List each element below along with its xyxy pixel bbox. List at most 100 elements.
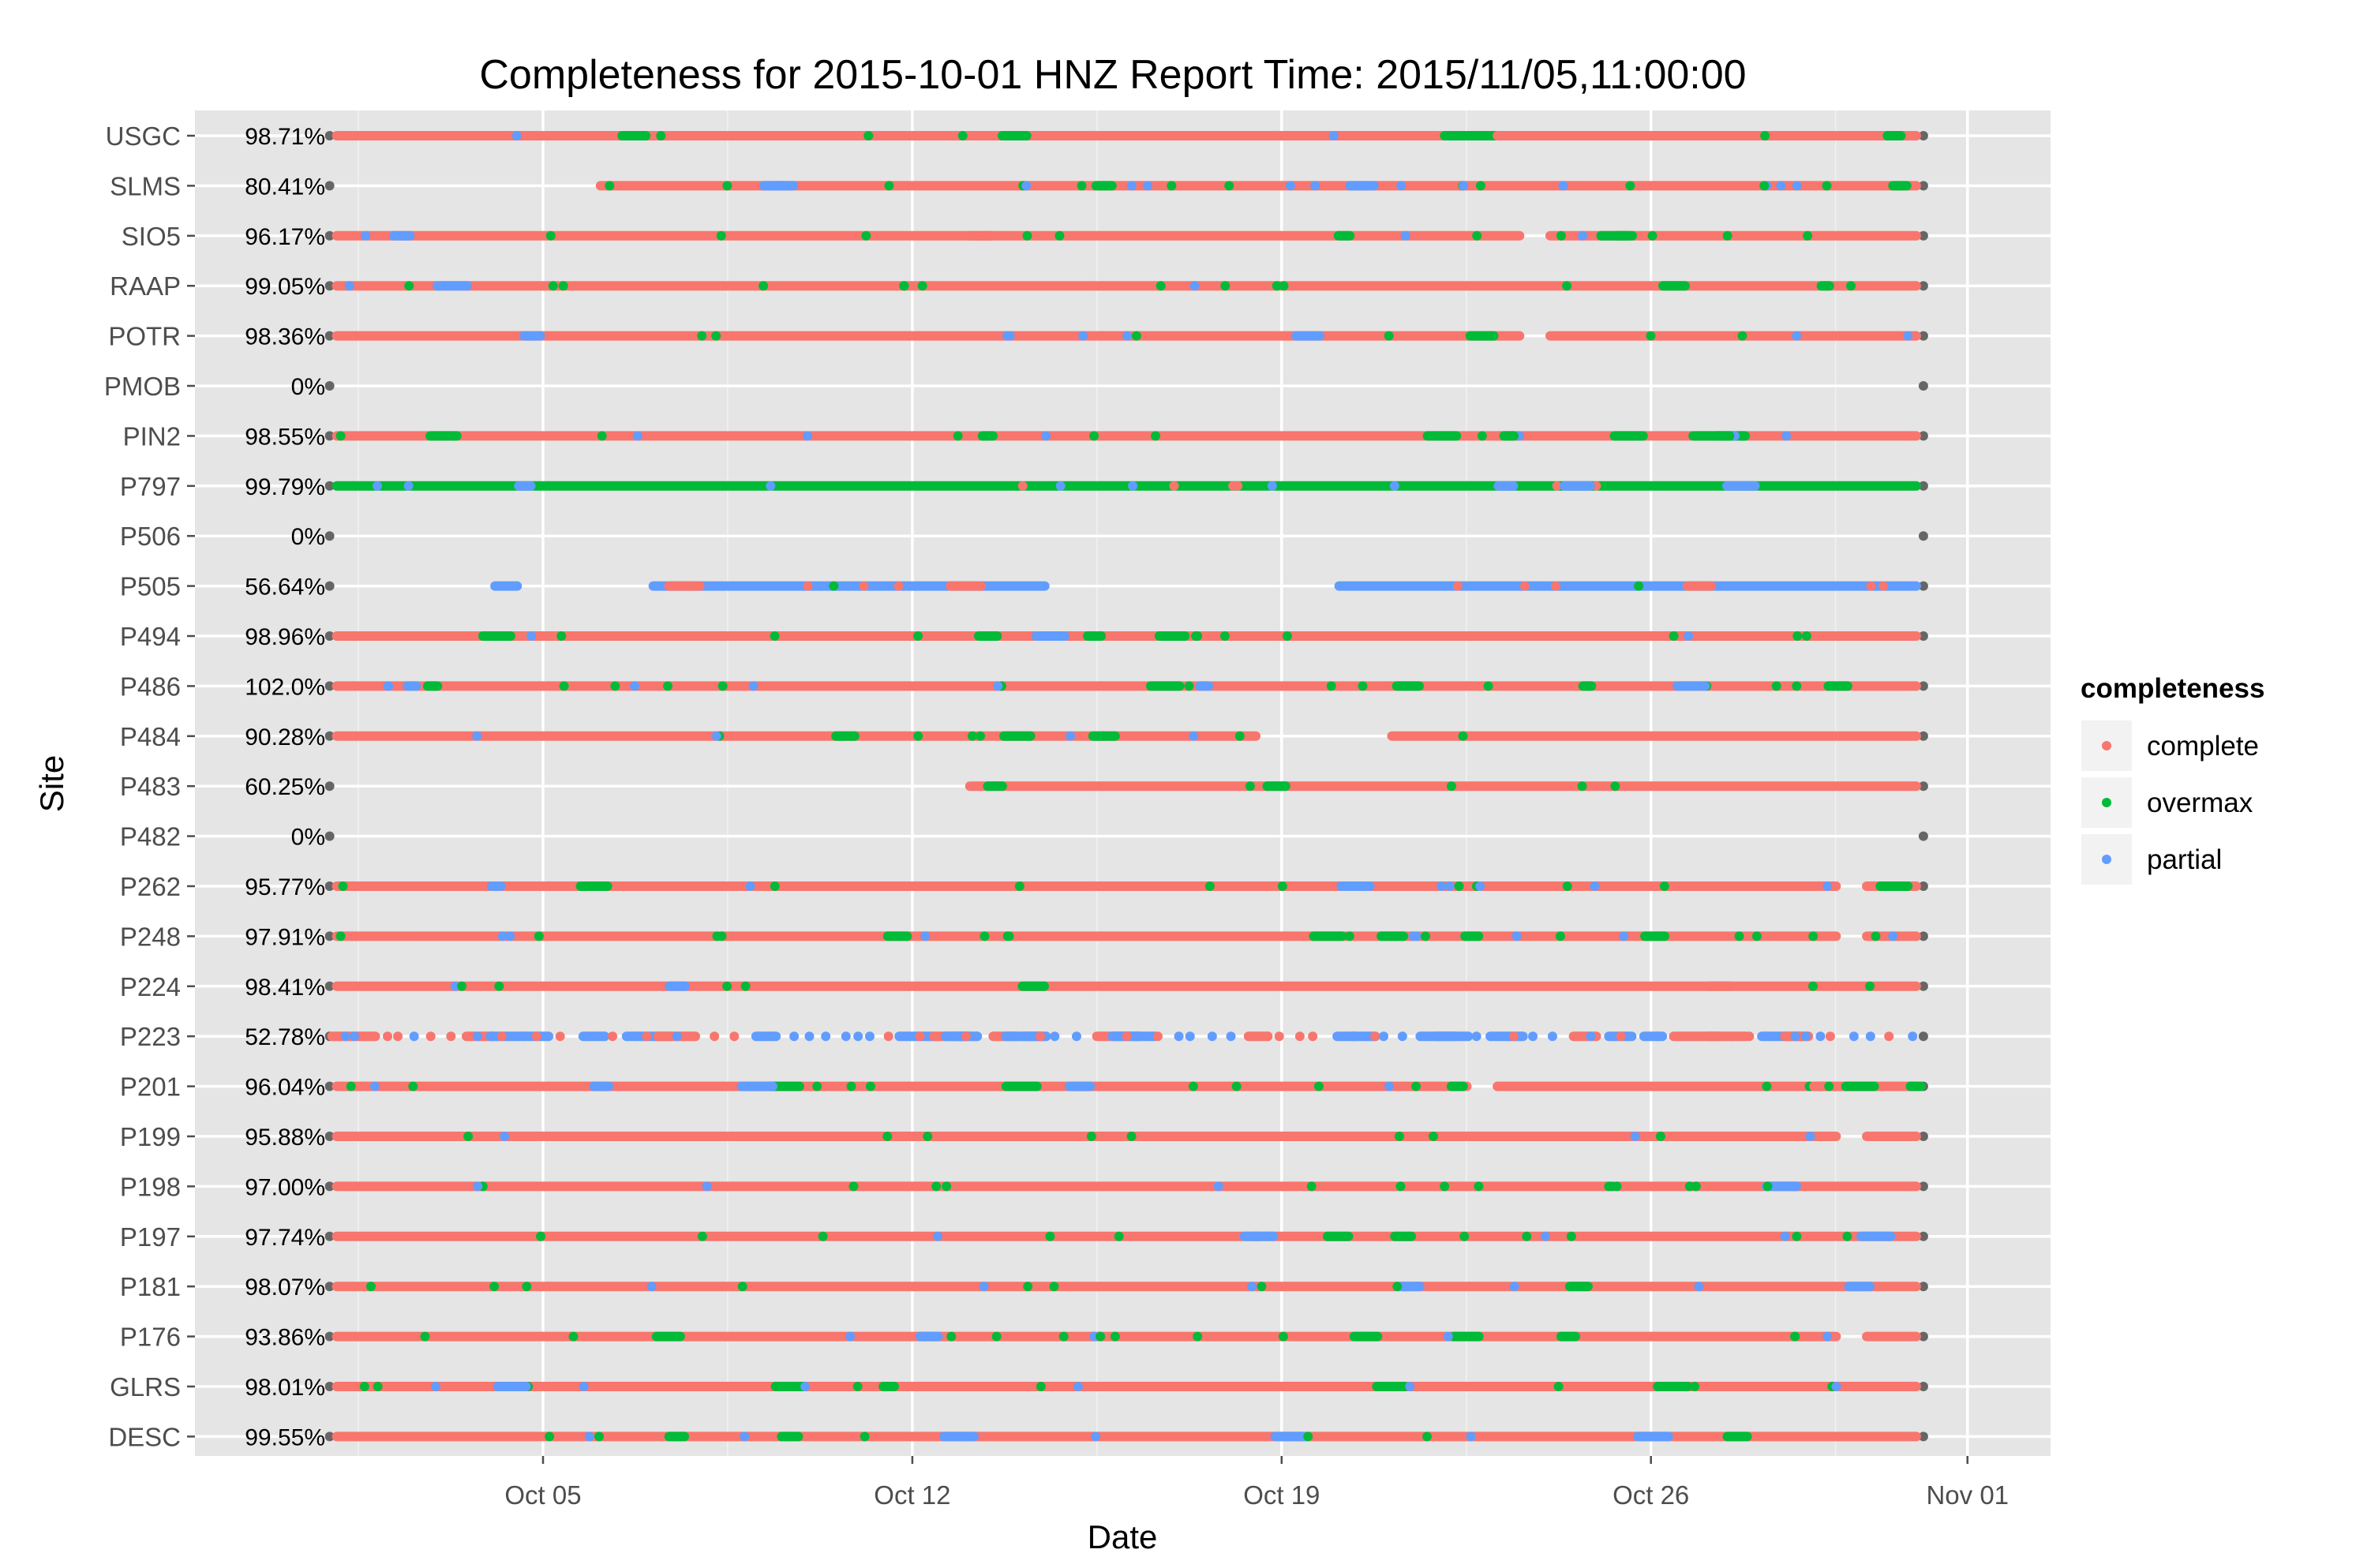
data-point xyxy=(1866,581,1876,591)
data-point xyxy=(1377,931,1409,941)
data-point xyxy=(1174,1031,1184,1042)
data-point xyxy=(751,1031,781,1042)
data-point xyxy=(478,631,515,641)
completeness-pct-label: 56.64% xyxy=(245,574,325,601)
data-point xyxy=(853,1031,863,1042)
legend-key-point xyxy=(2102,855,2111,864)
data-point xyxy=(545,230,556,241)
legend-title: completeness xyxy=(2081,673,2264,704)
x-tick-label: Oct 19 xyxy=(1243,1480,1320,1510)
data-point xyxy=(489,1282,500,1292)
data-point xyxy=(1472,230,1482,241)
data-point xyxy=(1691,431,1725,441)
data-point xyxy=(1400,230,1410,241)
data-point xyxy=(1188,1081,1198,1091)
data-point xyxy=(1035,1031,1045,1042)
data-point xyxy=(610,681,620,691)
data-point xyxy=(1734,931,1744,941)
data-point xyxy=(697,331,707,341)
completeness-pct-label: 98.01% xyxy=(245,1375,325,1401)
y-tick-label: POTR xyxy=(108,322,181,351)
data-point xyxy=(1848,1031,1859,1042)
data-point xyxy=(1257,1282,1267,1292)
data-point xyxy=(959,1431,969,1442)
data-point xyxy=(1285,181,1295,191)
data-point xyxy=(1865,1031,1875,1042)
x-axis-title: Date xyxy=(1088,1518,1158,1555)
y-tick-label: P494 xyxy=(120,622,181,651)
data-point xyxy=(957,131,968,140)
data-point xyxy=(485,1031,530,1042)
data-point xyxy=(1562,881,1572,891)
data-point xyxy=(993,681,1003,691)
data-point xyxy=(1384,1081,1395,1091)
data-point xyxy=(425,1031,436,1042)
data-point xyxy=(920,931,931,941)
data-point xyxy=(1458,731,1468,741)
data-point xyxy=(393,1031,403,1042)
data-point xyxy=(403,481,414,491)
row-start-point xyxy=(324,631,335,641)
row-end-point xyxy=(1918,131,1928,140)
completeness-pct-label: 96.04% xyxy=(245,1075,325,1101)
data-point xyxy=(722,181,732,191)
row-end-point xyxy=(1918,230,1928,241)
data-point xyxy=(1722,481,1760,491)
data-point xyxy=(1078,331,1088,341)
data-point xyxy=(1831,1382,1841,1391)
row-start-point xyxy=(324,881,335,891)
data-point xyxy=(939,1431,979,1442)
data-point xyxy=(1014,881,1024,891)
data-point xyxy=(1333,230,1355,241)
data-point xyxy=(1551,581,1561,591)
data-point xyxy=(472,731,482,741)
data-point xyxy=(1294,1031,1305,1042)
data-point xyxy=(588,1031,598,1042)
row-end-point xyxy=(1918,1181,1928,1192)
data-point xyxy=(1032,631,1069,641)
data-point xyxy=(1555,931,1565,941)
data-point xyxy=(1553,1382,1564,1391)
data-point xyxy=(1073,1382,1083,1391)
data-point xyxy=(1132,1031,1142,1042)
data-point xyxy=(1440,1181,1450,1192)
data-point xyxy=(1607,1181,1617,1192)
data-point xyxy=(1193,1331,1203,1342)
data-point xyxy=(1792,631,1803,641)
data-point xyxy=(1390,1231,1417,1241)
row-start-point xyxy=(324,1231,335,1241)
data-point xyxy=(1800,1031,1811,1042)
data-point xyxy=(594,881,604,891)
data-point xyxy=(1762,1081,1772,1091)
data-point xyxy=(691,1031,701,1042)
row-end-point xyxy=(1918,281,1928,291)
data-point xyxy=(1219,631,1230,641)
y-tick-label: P201 xyxy=(120,1072,181,1102)
row-start-point xyxy=(324,381,335,391)
data-point xyxy=(632,431,642,441)
data-point xyxy=(1443,1331,1453,1342)
legend-label: complete xyxy=(2147,731,2259,762)
data-point xyxy=(1815,1031,1826,1042)
data-point xyxy=(1023,1282,1033,1292)
data-point xyxy=(486,881,506,891)
data-point xyxy=(717,931,727,941)
row-start-point xyxy=(324,1382,335,1391)
data-point xyxy=(884,181,894,191)
y-tick-label: P482 xyxy=(120,822,181,851)
data-point xyxy=(1564,1282,1593,1292)
data-point xyxy=(803,431,813,441)
data-point xyxy=(404,281,414,291)
data-segment xyxy=(965,230,1525,241)
data-point xyxy=(1475,181,1485,191)
data-point xyxy=(1189,731,1199,741)
data-point xyxy=(1630,1132,1640,1141)
y-tick-label: P262 xyxy=(120,872,181,901)
data-point xyxy=(913,631,923,641)
data-point xyxy=(1640,931,1670,941)
data-point xyxy=(841,1031,851,1042)
row-start-point xyxy=(324,681,335,691)
y-axis-title: Site xyxy=(33,755,70,812)
data-point xyxy=(579,1382,589,1391)
data-point xyxy=(1477,431,1487,441)
